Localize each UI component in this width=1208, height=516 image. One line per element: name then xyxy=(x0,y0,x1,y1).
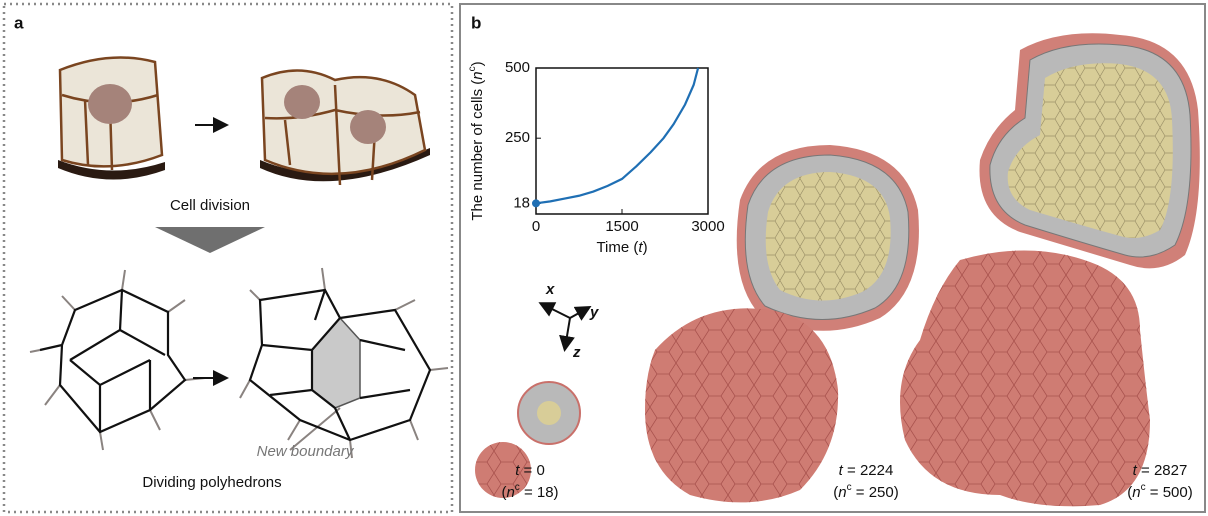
text-part: ) xyxy=(469,61,486,66)
plot-frame xyxy=(536,68,708,214)
polyhedron-divided xyxy=(240,268,448,458)
y-tick-label: 500 xyxy=(505,59,530,76)
y-tick-label: 250 xyxy=(505,129,530,146)
text-part: Time ( xyxy=(596,239,638,256)
text-part: n xyxy=(469,71,486,79)
axis-name: z xyxy=(572,344,581,361)
time-label: t = 2224 xyxy=(839,462,894,479)
y-tick-label: 18 xyxy=(513,194,530,211)
start-point xyxy=(532,199,540,207)
axis-name: y xyxy=(589,304,599,321)
down-arrow xyxy=(155,227,265,253)
x-tick-label: 0 xyxy=(532,218,540,235)
axis-name: x xyxy=(545,281,555,298)
x-tick-label: 1500 xyxy=(605,218,638,235)
text-part: = 0 xyxy=(519,462,544,479)
text-part: = 500) xyxy=(1146,484,1193,501)
x-axis-label: Time (t) xyxy=(596,239,647,256)
cell-divided xyxy=(260,70,430,185)
y-axis-label: The number of cells (nc) xyxy=(467,61,486,220)
text-part: n xyxy=(1132,484,1140,501)
text-part: = 250) xyxy=(852,484,899,501)
text-part: = 2224 xyxy=(843,462,893,479)
panel-label: a xyxy=(14,13,24,32)
cell-single xyxy=(58,58,165,180)
count-label: (nc = 250) xyxy=(833,482,898,501)
polyhedron-single xyxy=(30,270,205,450)
x-tick-label: 3000 xyxy=(691,218,724,235)
annotation: New boundary xyxy=(257,443,355,460)
line xyxy=(536,68,698,203)
text-part: ) xyxy=(643,239,648,256)
time-label: t = 0 xyxy=(515,462,545,479)
count-label: (nc = 18) xyxy=(501,482,558,501)
text-part: = 18) xyxy=(520,484,559,501)
text-part: The number of cells ( xyxy=(469,80,486,221)
text-part: = 2827 xyxy=(1137,462,1187,479)
axes-icon: x y z xyxy=(542,281,599,361)
text-part: n xyxy=(838,484,846,501)
figure: a Cell division New boundary Dividing po… xyxy=(0,0,1208,516)
caption: Cell division xyxy=(170,197,250,214)
caption: Dividing polyhedrons xyxy=(142,474,281,491)
panel-label: b xyxy=(471,13,481,32)
cell-renders xyxy=(475,33,1200,506)
time-label: t = 2827 xyxy=(1133,462,1188,479)
count-label: (nc = 500) xyxy=(1127,482,1192,501)
text-part: n xyxy=(506,484,514,501)
